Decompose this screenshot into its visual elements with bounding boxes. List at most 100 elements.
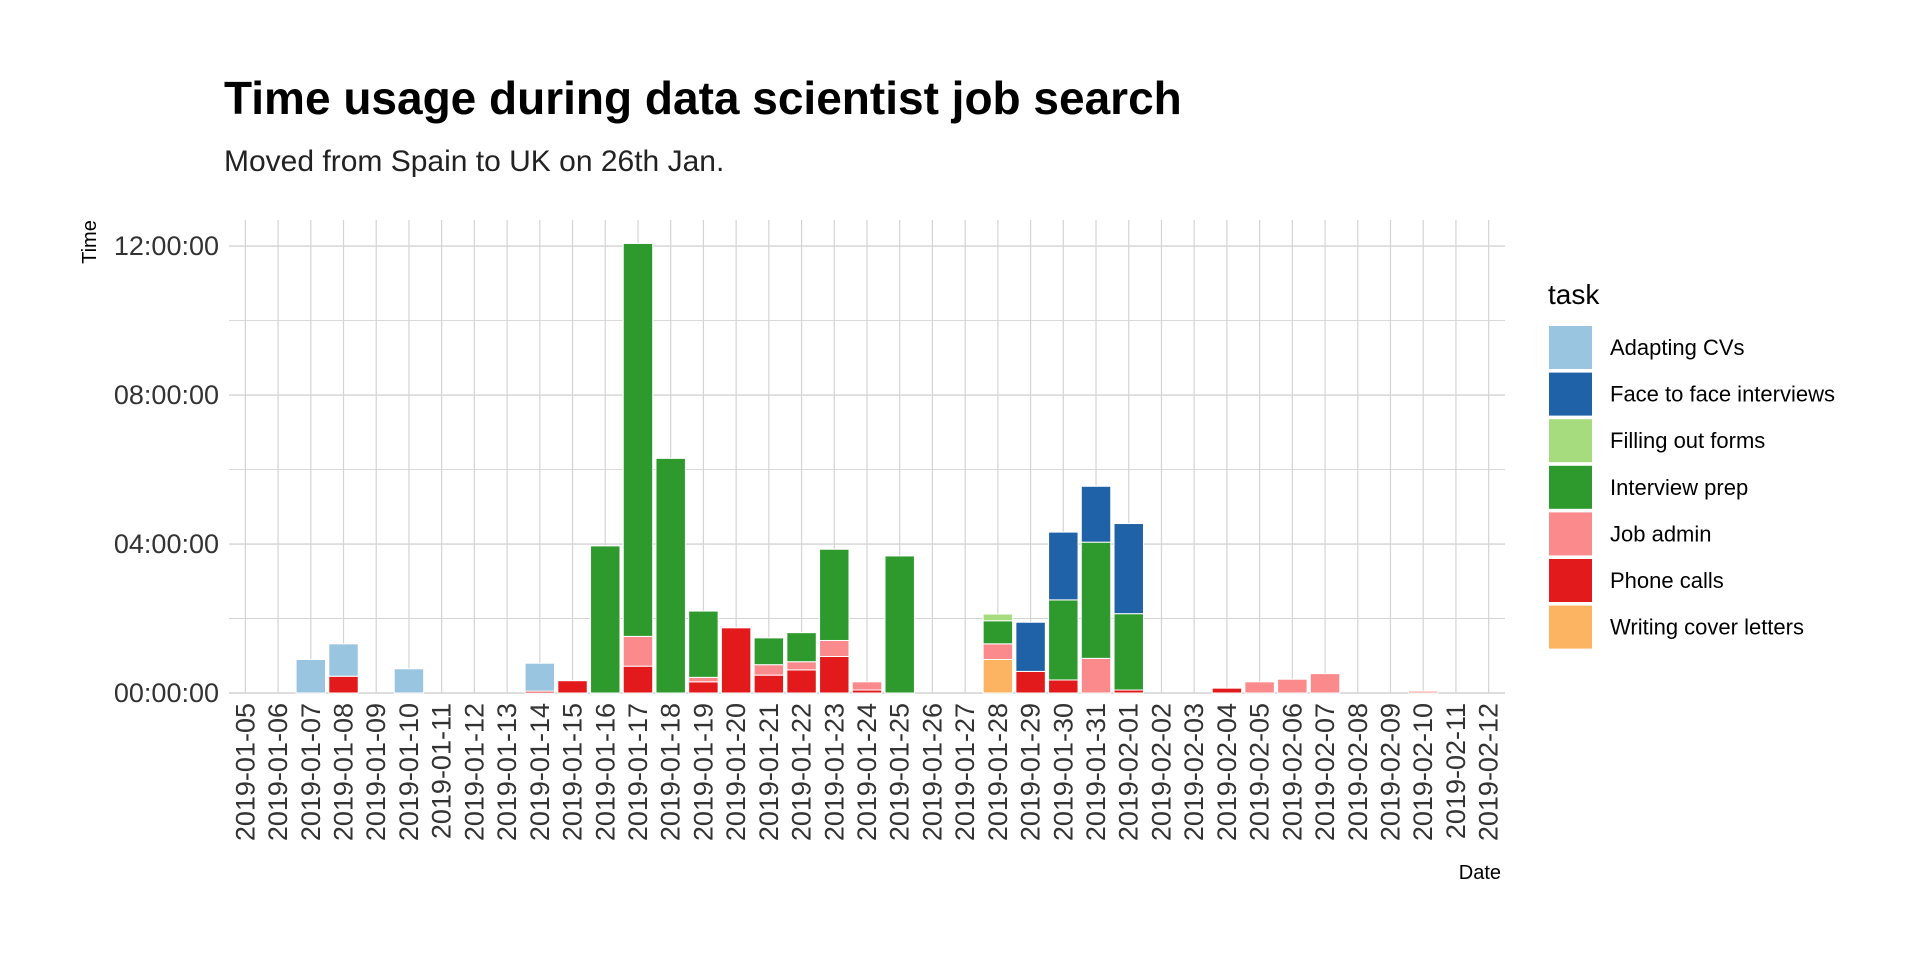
bar-segment (524, 662, 556, 692)
x-tick-label: 2019-01-24 (852, 703, 882, 841)
x-tick-label: 2019-01-11 (427, 703, 457, 839)
bar-segment (982, 613, 1014, 622)
bar-segment (295, 658, 327, 694)
x-tick-label: 2019-01-17 (623, 703, 653, 841)
legend-label: Filling out forms (1610, 428, 1765, 453)
x-tick-label: 2019-01-18 (656, 703, 686, 841)
bar-segment (1113, 523, 1144, 615)
x-tick-label: 2019-01-13 (492, 703, 522, 841)
bar-segment (655, 457, 686, 694)
bar-segment (1113, 613, 1144, 691)
x-tick-label: 2019-01-23 (819, 703, 849, 841)
x-tick-label: 2019-01-05 (230, 703, 260, 841)
bar-segment (753, 637, 785, 666)
x-tick-label: 2019-01-30 (1048, 703, 1078, 841)
x-tick-label: 2019-01-06 (263, 703, 293, 841)
bar-segment (819, 548, 850, 641)
bar-segment (982, 658, 1014, 694)
bar-segment (851, 681, 883, 691)
bar-segment (982, 620, 1014, 645)
legend-label: Job admin (1610, 521, 1712, 546)
x-tick-label: 2019-02-10 (1408, 703, 1438, 841)
x-axis-title: Date (1459, 862, 1501, 884)
bar-segment (1048, 599, 1079, 681)
x-tick-label: 2019-01-22 (787, 703, 817, 841)
bar-segment (1048, 679, 1079, 694)
legend-swatch (1549, 512, 1592, 556)
x-tick-label: 2019-01-27 (950, 703, 980, 841)
chart-subtitle: Moved from Spain to UK on 26th Jan. (224, 145, 724, 178)
bar-segment (786, 661, 817, 671)
legend-label: Writing cover letters (1610, 615, 1804, 640)
x-tick-label: 2019-02-08 (1343, 703, 1373, 841)
bar-segment (1015, 621, 1046, 672)
grid (229, 220, 1505, 694)
bar-segment (753, 674, 785, 694)
legend-label: Adapting CVs (1610, 335, 1745, 360)
bar-segment (1048, 531, 1079, 601)
x-tick-label: 2019-01-25 (885, 703, 915, 841)
bar-segment (819, 656, 850, 694)
bar-segment (688, 676, 719, 683)
bar-segment (982, 643, 1014, 660)
bar-segment (753, 664, 785, 676)
bar-segment (819, 639, 850, 658)
x-tick-label: 2019-01-07 (296, 703, 326, 841)
legend-swatch (1549, 372, 1592, 416)
bar-segment (786, 669, 817, 694)
x-tick-label: 2019-01-21 (754, 703, 784, 841)
bars (295, 242, 1439, 694)
bar-segment (1277, 678, 1308, 694)
bar-segment (328, 643, 359, 677)
x-tick-label: 2019-01-10 (394, 703, 424, 841)
legend-swatch (1549, 605, 1592, 649)
bar-segment (1080, 657, 1112, 694)
bar-segment (1309, 673, 1341, 694)
legend-swatch (1549, 559, 1592, 602)
x-tick-label: 2019-02-12 (1474, 703, 1504, 841)
x-tick-label: 2019-01-12 (459, 703, 489, 841)
x-tick-label: 2019-02-09 (1375, 703, 1405, 841)
y-axis-ticks: 00:00:00 04:00:00 08:00:00 12:00:00 (114, 231, 219, 708)
bar-segment (622, 242, 654, 637)
legend-label: Face to face interviews (1610, 382, 1835, 407)
x-tick-label: 2019-02-04 (1212, 703, 1242, 841)
bar-segment (1407, 690, 1439, 694)
x-tick-label: 2019-01-14 (525, 703, 555, 841)
y-axis-title: Time (79, 220, 101, 264)
x-tick-label: 2019-02-05 (1245, 703, 1275, 841)
x-tick-label: 2019-01-31 (1081, 703, 1111, 841)
bar-segment (688, 681, 719, 694)
legend-swatch (1549, 419, 1592, 463)
bar-segment (884, 555, 915, 694)
legend-title: task (1548, 279, 1600, 310)
x-tick-label: 2019-02-01 (1114, 703, 1144, 841)
x-axis-ticks: 2019-01-05 2019-01-06 2019-01-07 2019-01-08… (230, 703, 1503, 841)
bar-segment (786, 632, 817, 663)
bar-segment (590, 545, 621, 694)
x-tick-label: 2019-01-20 (721, 703, 751, 841)
chart-title: Time usage during data scientist job sea… (224, 72, 1182, 124)
x-tick-label: 2019-01-16 (590, 703, 620, 841)
legend: task Adapting CVs Face to face interviews… (1548, 279, 1835, 649)
bar-segment (1080, 541, 1112, 659)
x-tick-label: 2019-01-09 (361, 703, 391, 841)
y-tick-label: 00:00:00 (114, 678, 219, 708)
legend-label: Phone calls (1610, 568, 1724, 593)
bar-segment (720, 627, 752, 694)
x-tick-label: 2019-02-06 (1277, 703, 1307, 841)
x-tick-label: 2019-02-11 (1441, 703, 1471, 839)
y-tick-label: 12:00:00 (114, 231, 219, 261)
bar-segment (1015, 670, 1046, 694)
bar-segment (1211, 687, 1243, 694)
bar-segment (1244, 681, 1275, 694)
x-tick-label: 2019-02-02 (1146, 703, 1176, 841)
bar-segment (1080, 485, 1112, 543)
legend-swatch (1549, 326, 1592, 369)
y-tick-label: 04:00:00 (114, 529, 219, 559)
bar-segment (328, 675, 359, 694)
bar-segment (688, 610, 719, 678)
x-tick-label: 2019-02-03 (1179, 703, 1209, 841)
